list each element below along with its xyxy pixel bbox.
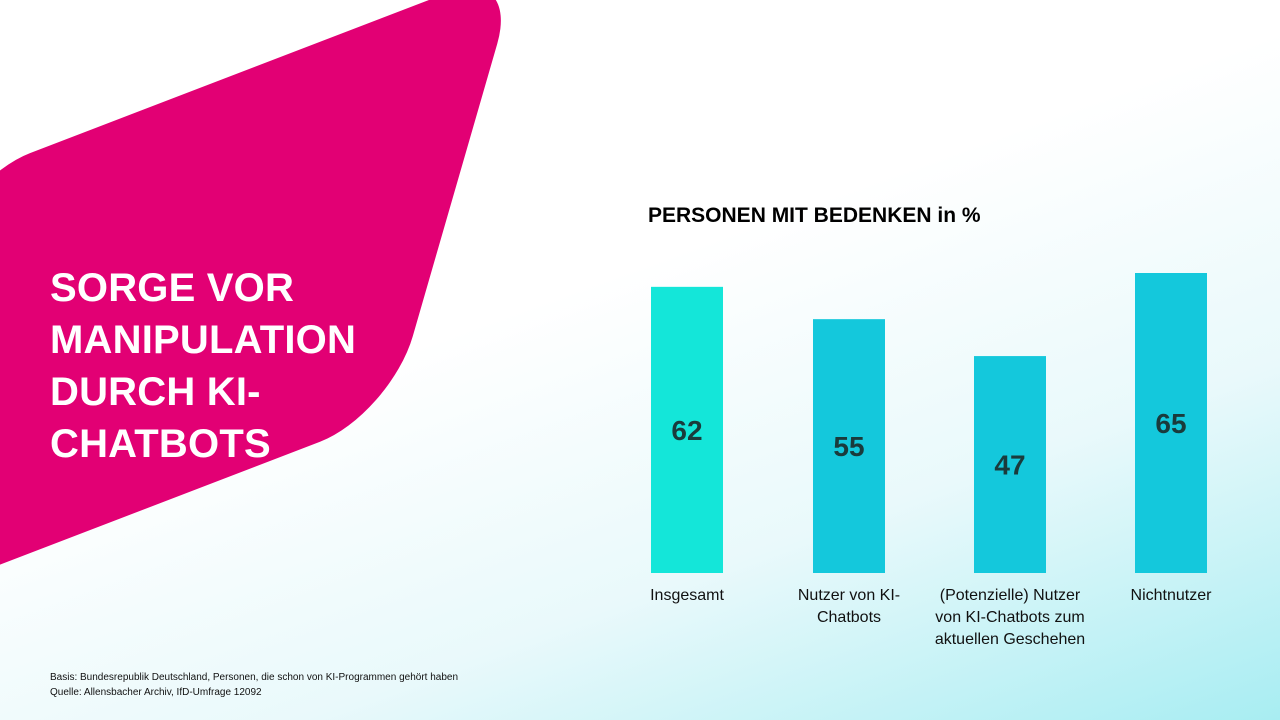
chart-title: PERSONEN MIT BEDENKEN in % xyxy=(648,204,981,227)
footnote: Basis: Bundesrepublik Deutschland, Perso… xyxy=(50,670,458,700)
category-label-2-line-1: von KI-Chatbots zum xyxy=(935,609,1085,626)
category-label-3: Nichtnutzer xyxy=(1086,585,1256,607)
slide-headline: SORGE VOR MANIPULATION DURCH KI- CHATBOT… xyxy=(50,262,390,470)
bar-value-label-1: 55 xyxy=(833,431,864,462)
footnote-source: Quelle: Allensbacher Archiv, IfD-Umfrage… xyxy=(50,687,262,698)
bar-2 xyxy=(974,356,1046,573)
bar-3 xyxy=(1135,273,1207,573)
category-label-2-line-0: (Potenzielle) Nutzer xyxy=(939,587,1081,604)
category-label-1-line-0: Nutzer von KI- xyxy=(797,587,901,604)
bar-value-label-3: 65 xyxy=(1155,408,1186,439)
bar-value-label-2: 47 xyxy=(994,450,1025,481)
category-label-3-line-0: Nichtnutzer xyxy=(1130,587,1212,604)
headline-line-3: DURCH KI- xyxy=(50,370,261,414)
category-label-0-line-0: Insgesamt xyxy=(650,587,724,604)
headline-line-4: CHATBOTS xyxy=(50,422,271,466)
bar-0 xyxy=(651,286,723,573)
category-label-1-line-1: Chatbots xyxy=(816,609,882,626)
category-label-1: Nutzer von KI- Chatbots xyxy=(764,585,934,629)
headline-line-1: SORGE VOR xyxy=(50,266,295,310)
category-label-0: Insgesamt xyxy=(602,585,772,607)
footnote-basis: Basis: Bundesrepublik Deutschland, Perso… xyxy=(50,672,459,683)
bar-1 xyxy=(813,319,885,573)
bar-chart: 62 55 47 65 xyxy=(651,273,1207,573)
bar-value-label-0: 62 xyxy=(671,415,702,446)
category-label-2-line-2: aktuellen Geschehen xyxy=(934,631,1086,648)
headline-line-2: MANIPULATION xyxy=(50,318,357,362)
category-label-2: (Potenzielle) Nutzer von KI-Chatbots zum a… xyxy=(925,585,1095,651)
